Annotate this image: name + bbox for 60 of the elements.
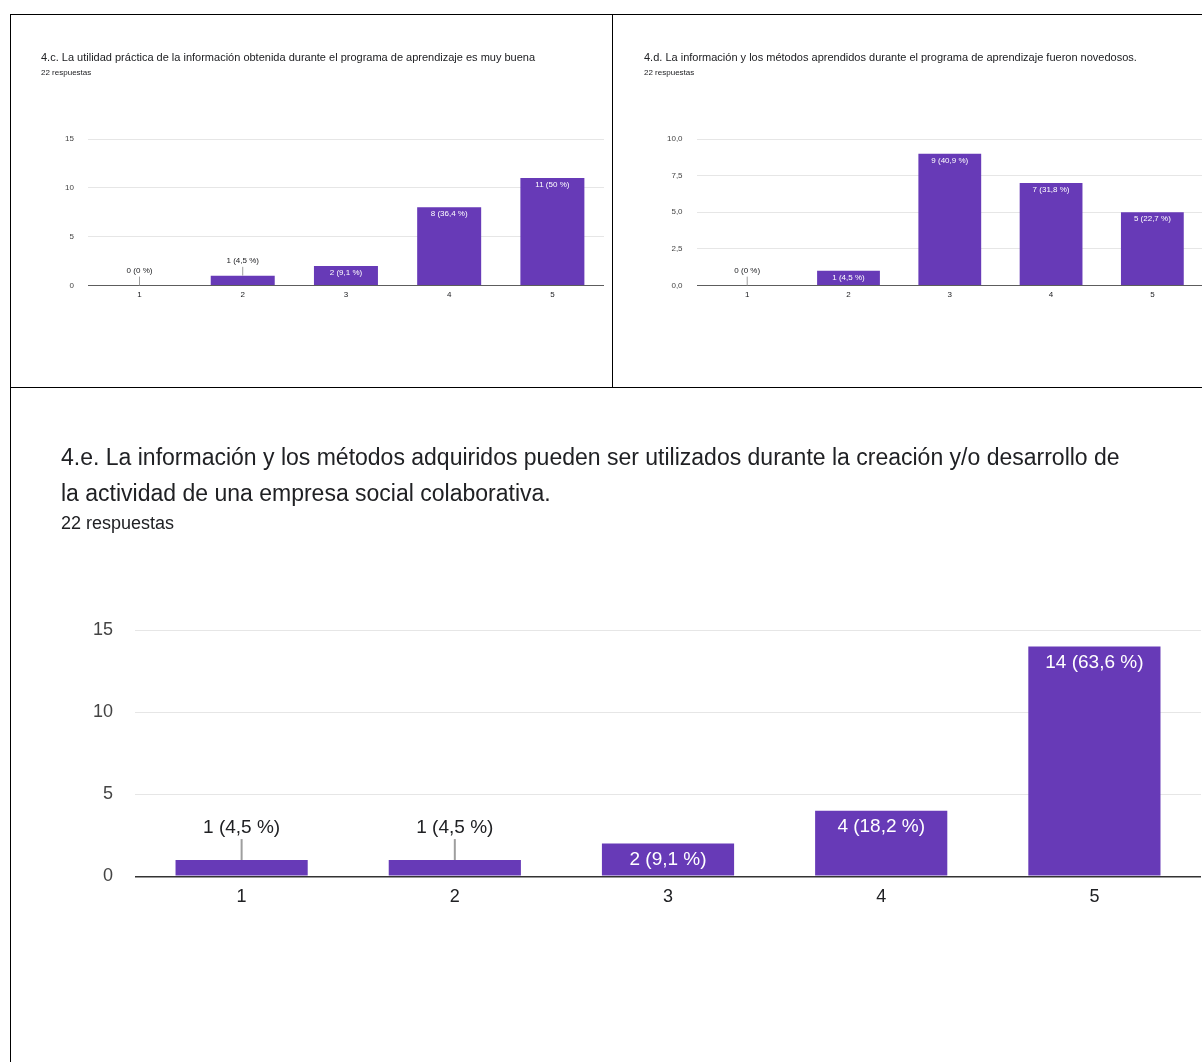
x-tick-label: 4 (1048, 290, 1054, 300)
bar (918, 153, 982, 285)
x-tick-label: 4 (876, 886, 887, 907)
data-label: 14 (63,6 %) (1045, 650, 1144, 672)
y-tick-label: 5 (103, 783, 114, 804)
y-tick-label: 0 (103, 865, 114, 886)
data-label: 9 (40,9 %) (931, 155, 969, 165)
y-tick-label: 10 (92, 701, 114, 722)
data-label: 0 (0 %) (126, 265, 153, 275)
chart-title: 4.c. La utilidad práctica de la información obtenida durante el programa de aprendizaje es muy buena (41, 50, 537, 65)
x-tick-label: 5 (1089, 886, 1100, 907)
y-tick-label: 5 (69, 231, 75, 241)
data-label: 1 (4,5 %) (226, 256, 260, 266)
bar (417, 207, 482, 285)
data-label: 1 (4,5 %) (832, 272, 866, 282)
y-tick-label: 10,0 (666, 134, 684, 144)
data-label: 2 (9,1 %) (329, 267, 363, 277)
chart-title: 4.e. La información y los métodos adquiridos pueden ser utilizados durante la creación y/o desarrollo de la actividad de una empresa social colaborativa. (61, 443, 1121, 508)
bar (210, 275, 275, 285)
bar (313, 265, 378, 285)
bar (815, 810, 948, 876)
chart-subtitle: 22 respuestas (41, 68, 92, 77)
x-tick-label: 5 (1150, 290, 1156, 300)
data-label: 5 (22,7 %) (1133, 214, 1172, 224)
y-tick-label: 5,0 (671, 207, 684, 217)
chart-subtitle: 22 respuestas (61, 513, 175, 534)
bar (1019, 182, 1083, 285)
x-tick-label: 1 (236, 886, 247, 907)
y-tick-label: 15 (92, 618, 114, 639)
data-label: 4 (18,2 %) (837, 815, 926, 837)
data-label: 1 (4,5 %) (416, 815, 494, 837)
x-tick-label: 1 (137, 290, 143, 300)
bar (388, 859, 521, 876)
x-tick-label: 3 (663, 886, 674, 907)
data-label: 11 (50 %) (535, 180, 570, 190)
data-label: 8 (36,4 %) (430, 209, 468, 219)
y-tick-label: 2,5 (671, 244, 684, 253)
x-tick-label: 3 (343, 290, 349, 300)
bar (520, 178, 585, 285)
y-tick-label: 7,5 (671, 170, 684, 180)
x-tick-label: 1 (744, 290, 750, 300)
x-tick-label: 2 (846, 290, 852, 300)
bar (1120, 212, 1184, 285)
y-tick-label: 0 (69, 280, 75, 290)
bar (1028, 646, 1161, 876)
data-label: 1 (4,5 %) (203, 815, 281, 837)
y-tick-label: 15 (64, 134, 75, 144)
y-tick-label: 10 (64, 183, 75, 192)
x-tick-label: 3 (947, 290, 953, 300)
chart-subtitle: 22 respuestas (644, 68, 695, 77)
data-label: 7 (31,8 %) (1032, 184, 1070, 194)
x-tick-label: 4 (446, 290, 452, 300)
data-label: 0 (0 %) (734, 265, 761, 275)
chart-title: 4.d. La información y los métodos aprendidos durante el programa de aprendizaje fueron novedosos. (644, 50, 1138, 65)
x-tick-label: 2 (240, 290, 246, 300)
x-tick-label: 2 (449, 886, 460, 907)
y-tick-label: 0,0 (671, 280, 684, 290)
bar (175, 859, 308, 876)
x-tick-label: 5 (550, 290, 556, 300)
data-label: 2 (9,1 %) (629, 847, 707, 869)
